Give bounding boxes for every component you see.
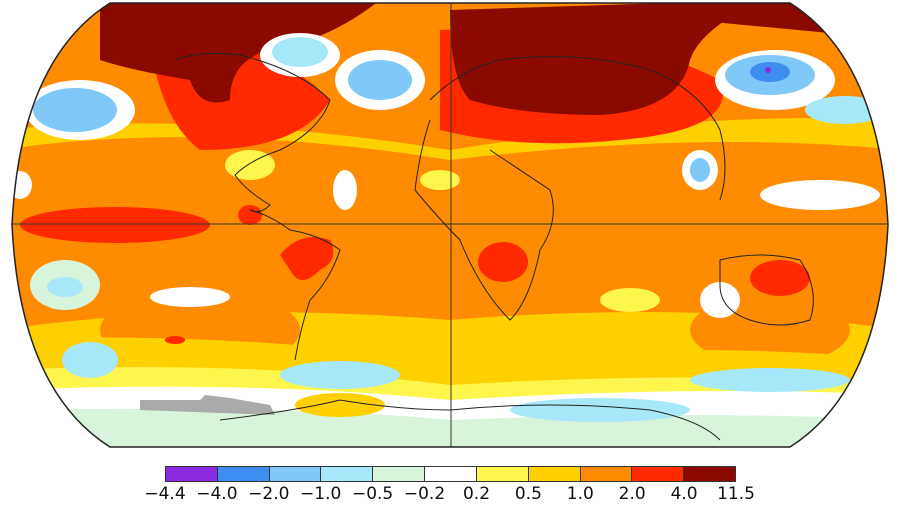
colorbar-bin	[632, 467, 685, 481]
colorbar-tick-label: −4.0	[196, 484, 238, 504]
colorbar-tick-label: −0.2	[403, 484, 446, 504]
colorbar-ticks: −4.4 −4.0 −2.0 −1.0 −0.5 −0.2 0.2 0.5 1.…	[144, 484, 755, 504]
colorbar-bin	[269, 467, 322, 481]
map-frame	[11, 2, 889, 448]
map-canvas	[11, 2, 889, 448]
colorbar-bin	[373, 467, 426, 481]
colorbar-bin	[684, 467, 735, 481]
coastlines	[174, 52, 814, 441]
anomaly-field	[12, 3, 888, 447]
colorbar-bin	[476, 467, 529, 481]
colorbar-tick-label: 1.0	[566, 484, 594, 504]
temperature-anomaly-map	[11, 2, 889, 448]
colorbar-tick-label: 0.5	[514, 484, 542, 504]
colorbar-bin	[425, 467, 477, 481]
colorbar-bin	[528, 467, 581, 481]
colorbar-tick-label: −2.0	[248, 484, 290, 504]
colorbar-bin	[580, 467, 633, 481]
colorbar-tick-label: 4.0	[670, 484, 698, 504]
colorbar-tick-label: 11.5	[717, 484, 755, 504]
colorbar-tick-label: 0.2	[462, 484, 491, 504]
colorbar	[165, 466, 736, 482]
colorbar-tick-label: −4.4	[144, 484, 186, 504]
colorbar-bin	[166, 467, 218, 481]
colorbar-bin	[321, 467, 374, 481]
colorbar-tick-label: 2.0	[618, 484, 646, 504]
colorbar-tick-label: −1.0	[300, 484, 342, 504]
colorbar-bin	[217, 467, 270, 481]
colorbar-tick-label: −0.5	[351, 484, 394, 504]
